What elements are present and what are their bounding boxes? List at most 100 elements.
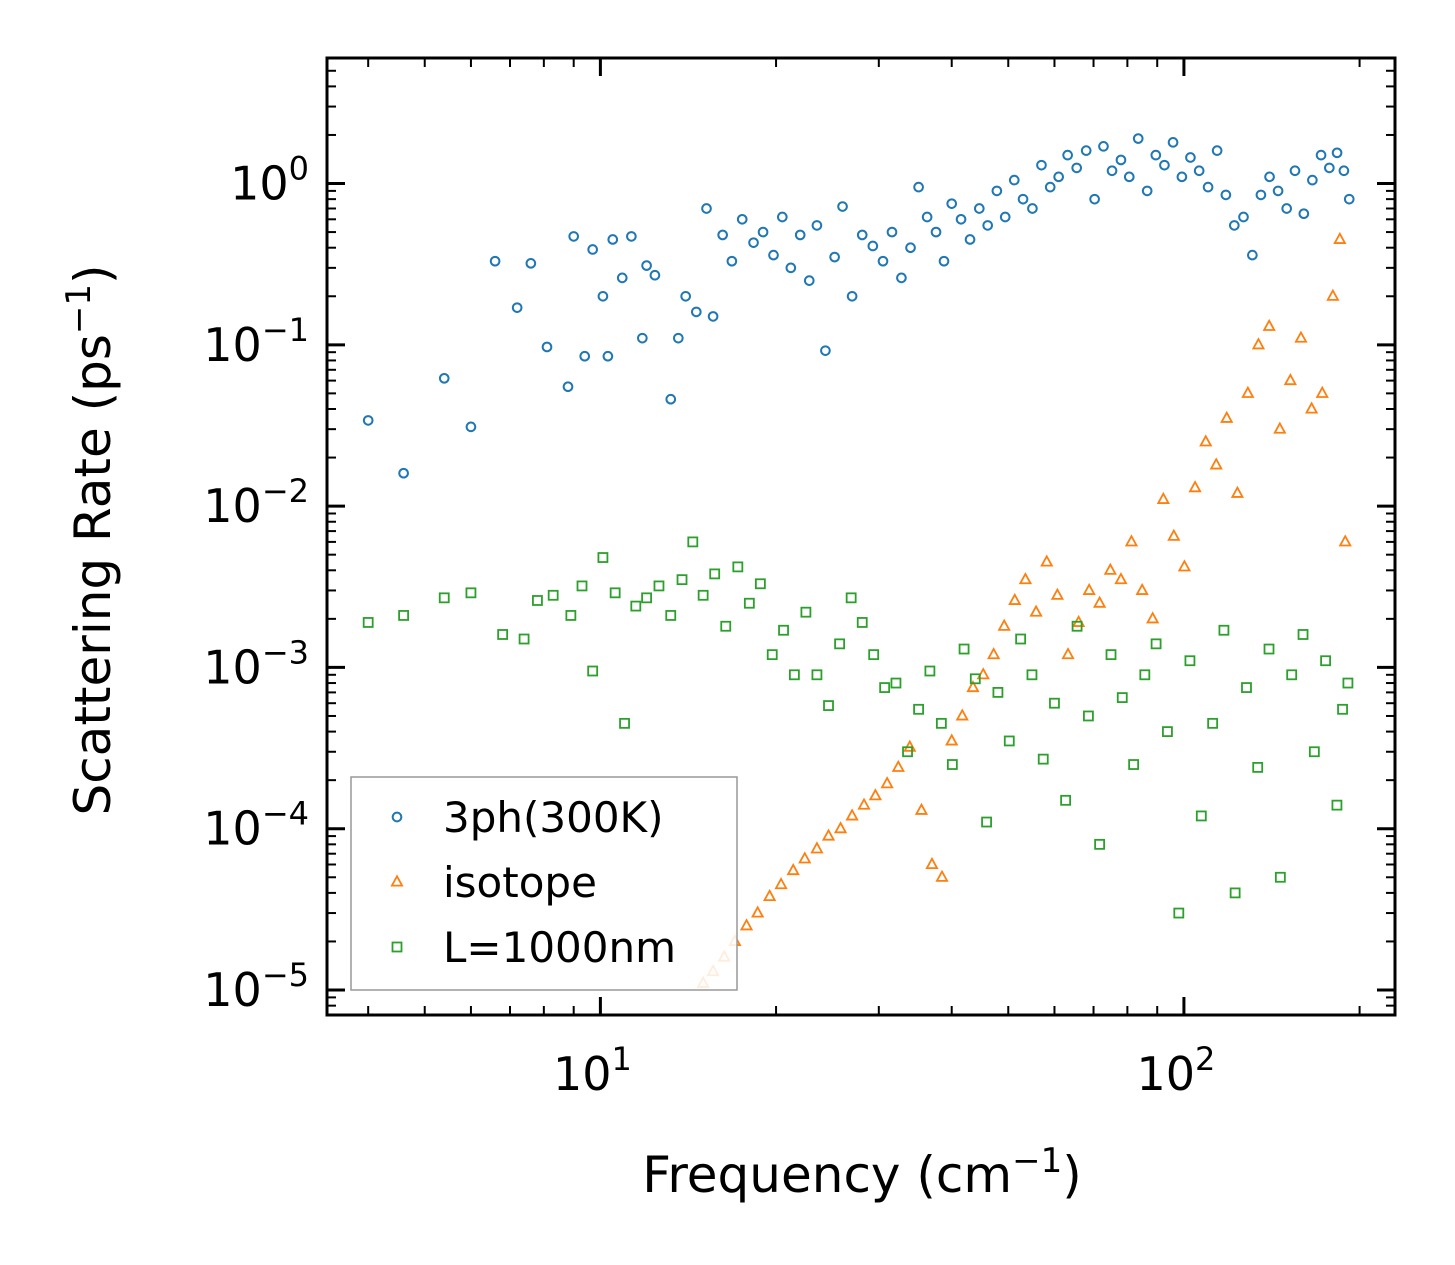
series-1: [362, 133, 1355, 479]
data-point: [987, 647, 1001, 660]
data-point: [903, 739, 917, 752]
y-tick-exponent: 0: [289, 150, 309, 188]
data-point: [913, 181, 924, 193]
data-point: [1286, 669, 1298, 681]
data-point: [717, 229, 728, 241]
data-point: [1146, 611, 1160, 624]
data-point: [576, 580, 588, 592]
data-point: [1103, 562, 1117, 575]
data-point: [525, 258, 537, 269]
y-tick-exponent: −4: [262, 795, 309, 833]
y-tick-label: 10−5: [203, 956, 309, 1017]
data-point: [946, 759, 958, 770]
data-point: [649, 269, 661, 281]
data-point: [1114, 572, 1128, 585]
data-point: [902, 746, 913, 758]
data-point: [958, 643, 970, 655]
data-point: [1211, 145, 1223, 156]
data-point: [672, 332, 684, 344]
data-point: [1071, 162, 1083, 174]
data-point: [748, 237, 759, 248]
data-point: [680, 290, 691, 302]
data-point: [1247, 249, 1258, 261]
data-point: [890, 677, 902, 689]
data-point: [794, 229, 806, 241]
data-point: [579, 350, 591, 362]
y-tick-base: 10: [203, 479, 262, 533]
data-point: [1338, 165, 1350, 177]
data-point: [997, 618, 1011, 631]
data-point: [568, 231, 580, 242]
data-point: [969, 673, 981, 685]
data-point: [955, 213, 967, 225]
data-point: [879, 682, 891, 693]
data-point: [1262, 318, 1276, 331]
legend-label-3: L=1000nm: [443, 923, 676, 972]
data-point: [626, 231, 637, 242]
data-point: [362, 617, 374, 628]
data-point: [739, 918, 754, 931]
data-point: [768, 249, 779, 261]
data-point: [1228, 220, 1240, 231]
data-point: [1132, 133, 1144, 144]
data-point: [641, 260, 652, 271]
data-point: [1304, 401, 1319, 414]
data-point: [1008, 174, 1020, 186]
data-point: [1123, 171, 1135, 183]
data-point: [867, 240, 879, 252]
data-point: [1337, 703, 1348, 715]
plot-border: [325, 56, 1397, 1017]
data-point: [810, 841, 824, 854]
data-point: [1331, 147, 1343, 159]
data-point: [720, 620, 732, 632]
data-point: [1184, 655, 1196, 667]
x-tick-exponent: 2: [1195, 1040, 1215, 1078]
data-point: [820, 345, 831, 356]
data-point: [1308, 746, 1320, 758]
data-point: [966, 679, 980, 693]
data-point: [465, 421, 477, 433]
data-point: [362, 415, 374, 426]
data-point: [609, 587, 621, 599]
data-point: [709, 568, 721, 580]
data-point: [1315, 149, 1327, 161]
data-point: [982, 220, 994, 231]
data-point: [1202, 181, 1214, 193]
data-point: [707, 311, 719, 322]
data-point: [1105, 649, 1117, 661]
data-point: [991, 185, 1003, 197]
data-point: [886, 226, 898, 238]
data-point: [602, 350, 614, 362]
data-point: [856, 617, 868, 628]
data-point: [1106, 165, 1118, 177]
data-point: [518, 633, 530, 645]
data-point: [981, 816, 992, 828]
data-point: [846, 290, 858, 302]
data-point: [1003, 735, 1015, 747]
y-tick-exponent: −1: [262, 311, 309, 349]
data-point: [785, 262, 797, 274]
data-point: [1188, 480, 1202, 493]
data-point: [1274, 871, 1286, 883]
legend-label-2: isotope: [443, 858, 597, 907]
data-point: [856, 229, 868, 241]
data-point: [1193, 165, 1205, 177]
data-point: [891, 759, 905, 772]
data-point: [930, 226, 942, 238]
y-tick-base: 10: [203, 640, 262, 694]
data-point: [1255, 189, 1267, 201]
data-point: [597, 552, 609, 563]
data-point: [597, 290, 609, 302]
data-point: [1083, 710, 1094, 722]
data-point: [1220, 410, 1234, 423]
data-point: [1307, 174, 1318, 186]
x-tick-exponent: 1: [611, 1040, 631, 1078]
data-point: [1199, 434, 1213, 447]
data-point: [697, 589, 709, 601]
y-tick-label: 10−1: [203, 311, 309, 372]
data-point: [924, 665, 936, 677]
data-point: [955, 708, 969, 721]
data-point: [1289, 165, 1301, 177]
data-point: [1080, 145, 1092, 156]
data-point: [1150, 149, 1162, 161]
